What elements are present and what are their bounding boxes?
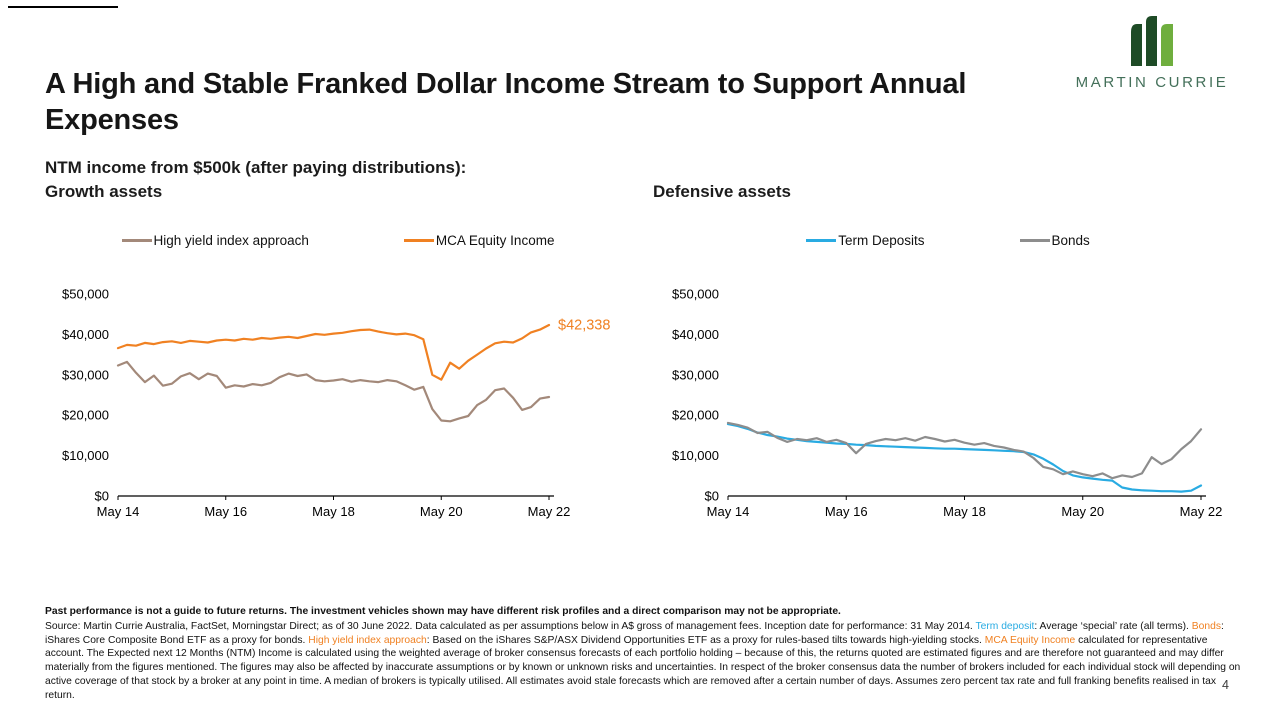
legend-label: Term Deposits xyxy=(838,232,925,248)
page-number: 4 xyxy=(1222,678,1229,692)
series-line xyxy=(726,423,1203,493)
legend-line-swatch-icon xyxy=(403,238,434,242)
growth-chart-legend: High yield index approach MCA Equity Inco… xyxy=(38,230,638,250)
y-axis-tick-label: $50,000 xyxy=(62,287,109,302)
y-axis-tick-label: $0 xyxy=(705,489,719,504)
defensive-assets-chart: Term Deposits Bonds $0 $10,000 $20,000 $30,0… xyxy=(648,230,1248,532)
slide-subtitle: NTM income from $500k (after paying dist… xyxy=(45,158,467,177)
y-axis-tick-label: $30,000 xyxy=(672,367,719,382)
growth-assets-chart: High yield index approach MCA Equity Inco… xyxy=(38,230,638,532)
end-value-annotation: $42,338 xyxy=(558,317,610,333)
legend-item: MCA Equity Income xyxy=(403,232,555,248)
footnote-segment: Source: Martin Currie Australia, FactSet… xyxy=(45,620,976,632)
x-axis-tick-label: May 16 xyxy=(204,504,247,519)
footnote-segment: Term deposit xyxy=(975,620,1035,632)
y-axis-tick-label: $0 xyxy=(95,489,109,504)
y-axis-tick-label: $20,000 xyxy=(672,408,719,423)
legend-label: Bonds xyxy=(1051,232,1090,248)
y-axis-tick-label: $40,000 xyxy=(62,327,109,342)
brand-wordmark: MARTIN CURRIE xyxy=(1075,74,1229,91)
y-axis-tick-label: $30,000 xyxy=(62,367,109,382)
top-rule-divider xyxy=(8,6,118,8)
series-line xyxy=(116,323,551,381)
footnote-segment: Past performance is not a guide to futur… xyxy=(45,606,841,617)
footnote-segment: : iShares Core Composite Bond ETF as a p… xyxy=(45,620,1224,646)
x-axis-tick-label: May 20 xyxy=(420,504,463,519)
footnote-segment: : Average ‘special’ rate (all terms). xyxy=(1034,620,1192,632)
legend-item: Bonds xyxy=(1019,232,1090,248)
legend-label: High yield index approach xyxy=(153,232,309,248)
x-axis-tick-label: May 16 xyxy=(825,504,868,519)
brand-logo: MARTIN CURRIE xyxy=(1067,16,1237,91)
line-chart-svg: $0 $10,000 $20,000 $30,000 $40,000 $50,000 May… xyxy=(62,287,610,520)
legend-line-swatch-icon xyxy=(806,238,837,242)
legend-item: Term Deposits xyxy=(806,232,925,248)
footnote-segment: calculated for representative account. T… xyxy=(45,634,1241,701)
x-axis-tick-label: May 14 xyxy=(707,504,750,519)
line-chart-svg: $0 $10,000 $20,000 $30,000 $40,000 $50,000 May… xyxy=(672,287,1223,520)
defensive-chart-canvas: $0 $10,000 $20,000 $30,000 $40,000 $50,000 May… xyxy=(648,284,1248,532)
legend-line-swatch-icon xyxy=(1019,238,1050,242)
footnote: Past performance is not a guide to futur… xyxy=(45,605,1241,703)
footnote-segment: High yield index approach xyxy=(308,634,427,646)
slide-title: A High and Stable Franked Dollar Income … xyxy=(45,68,967,136)
y-axis-tick-label: $50,000 xyxy=(672,287,719,302)
martin-currie-logo-icon xyxy=(1131,16,1173,66)
x-axis-tick-label: May 18 xyxy=(312,504,355,519)
x-axis-tick-label: May 22 xyxy=(1180,504,1223,519)
series-line xyxy=(726,421,1203,480)
defensive-chart-legend: Term Deposits Bonds xyxy=(648,230,1248,250)
legend-line-swatch-icon xyxy=(121,238,152,242)
y-axis-tick-label: $40,000 xyxy=(672,327,719,342)
y-axis-tick-label: $10,000 xyxy=(672,448,719,463)
legend-item: High yield index approach xyxy=(121,232,309,248)
x-axis-tick-label: May 20 xyxy=(1061,504,1104,519)
series-line xyxy=(116,360,551,423)
legend-label: MCA Equity Income xyxy=(435,232,555,248)
y-axis-tick-label: $20,000 xyxy=(62,408,109,423)
footnote-segment: : Based on the iShares S&P/ASX Dividend … xyxy=(426,634,985,646)
x-axis-tick-label: May 14 xyxy=(97,504,140,519)
y-axis-tick-label: $10,000 xyxy=(62,448,109,463)
growth-assets-heading: Growth assets xyxy=(45,182,163,201)
footnote-segment: MCA Equity Income xyxy=(984,634,1076,646)
x-axis-tick-label: May 18 xyxy=(943,504,986,519)
footnote-segment: Bonds xyxy=(1191,620,1221,632)
x-axis-tick-label: May 22 xyxy=(528,504,571,519)
defensive-assets-heading: Defensive assets xyxy=(653,182,791,201)
growth-chart-canvas: $0 $10,000 $20,000 $30,000 $40,000 $50,000 May… xyxy=(38,284,638,532)
